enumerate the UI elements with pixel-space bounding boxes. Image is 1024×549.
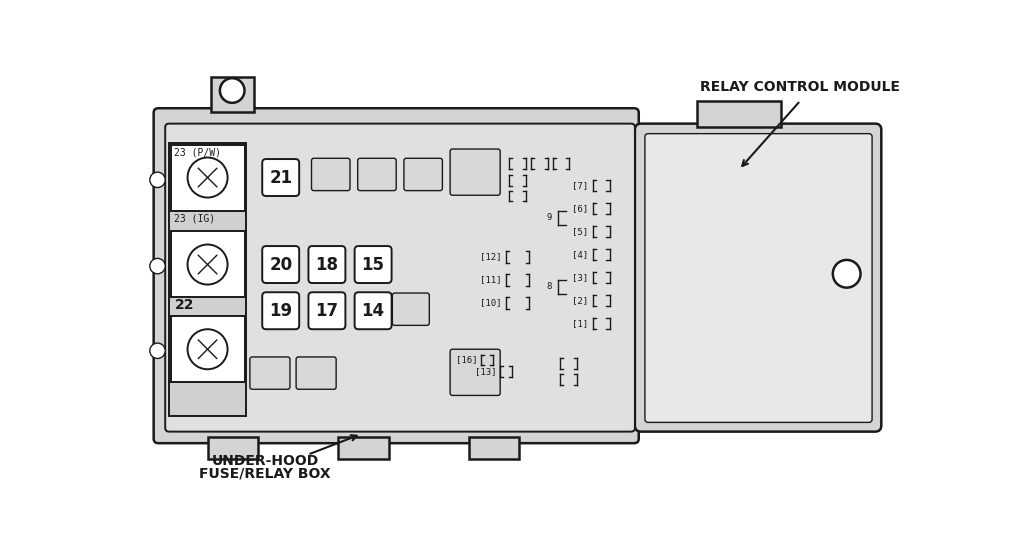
FancyBboxPatch shape bbox=[165, 124, 635, 432]
Circle shape bbox=[187, 244, 227, 284]
FancyBboxPatch shape bbox=[262, 292, 299, 329]
Text: 22: 22 bbox=[174, 298, 194, 312]
Text: RELAY CONTROL MODULE: RELAY CONTROL MODULE bbox=[700, 81, 900, 94]
Text: [12]: [12] bbox=[480, 253, 502, 261]
Text: 9: 9 bbox=[547, 213, 552, 222]
Text: 15: 15 bbox=[361, 255, 385, 273]
Text: [3]: [3] bbox=[571, 273, 588, 282]
Circle shape bbox=[150, 259, 165, 274]
Circle shape bbox=[220, 78, 245, 103]
Text: 19: 19 bbox=[269, 302, 292, 320]
Text: [10]: [10] bbox=[480, 299, 502, 307]
FancyBboxPatch shape bbox=[635, 124, 882, 432]
FancyBboxPatch shape bbox=[392, 293, 429, 326]
Text: [7]: [7] bbox=[571, 181, 588, 190]
FancyBboxPatch shape bbox=[154, 108, 639, 443]
Circle shape bbox=[187, 329, 227, 369]
Text: 20: 20 bbox=[269, 255, 292, 273]
Bar bbox=[211, 77, 254, 112]
FancyBboxPatch shape bbox=[354, 246, 391, 283]
Text: [4]: [4] bbox=[571, 250, 588, 259]
Text: [16]: [16] bbox=[456, 356, 477, 365]
Text: [5]: [5] bbox=[571, 227, 588, 236]
FancyBboxPatch shape bbox=[403, 158, 442, 191]
Bar bbox=[339, 437, 388, 458]
Text: [13]: [13] bbox=[475, 367, 497, 376]
Text: 23 (IG): 23 (IG) bbox=[174, 214, 216, 223]
Circle shape bbox=[150, 343, 165, 358]
Text: 14: 14 bbox=[361, 302, 385, 320]
Text: UNDER-HOOD: UNDER-HOOD bbox=[212, 454, 318, 468]
Circle shape bbox=[150, 172, 165, 188]
FancyBboxPatch shape bbox=[250, 357, 290, 389]
Text: 17: 17 bbox=[315, 302, 339, 320]
Bar bbox=[208, 437, 258, 458]
FancyBboxPatch shape bbox=[451, 349, 500, 395]
FancyBboxPatch shape bbox=[262, 159, 299, 196]
FancyBboxPatch shape bbox=[451, 149, 500, 195]
Bar bbox=[171, 145, 245, 211]
Bar bbox=[171, 232, 245, 297]
Text: [2]: [2] bbox=[571, 296, 588, 305]
Bar bbox=[469, 437, 519, 458]
Text: 8: 8 bbox=[547, 282, 552, 292]
FancyBboxPatch shape bbox=[308, 246, 345, 283]
Text: [11]: [11] bbox=[480, 276, 502, 284]
FancyBboxPatch shape bbox=[645, 133, 872, 422]
Text: FUSE/RELAY BOX: FUSE/RELAY BOX bbox=[200, 467, 331, 481]
Text: 18: 18 bbox=[315, 255, 338, 273]
FancyBboxPatch shape bbox=[354, 292, 391, 329]
Text: [1]: [1] bbox=[571, 320, 588, 328]
Circle shape bbox=[833, 260, 860, 288]
Bar bbox=[169, 143, 246, 416]
FancyBboxPatch shape bbox=[311, 158, 350, 191]
Circle shape bbox=[187, 158, 227, 198]
FancyBboxPatch shape bbox=[308, 292, 345, 329]
FancyBboxPatch shape bbox=[262, 246, 299, 283]
Bar bbox=[171, 316, 245, 382]
Text: 21: 21 bbox=[269, 169, 292, 187]
Text: [6]: [6] bbox=[571, 204, 588, 213]
FancyBboxPatch shape bbox=[296, 357, 336, 389]
Text: 23 (P/W): 23 (P/W) bbox=[174, 147, 221, 157]
FancyBboxPatch shape bbox=[357, 158, 396, 191]
Bar bbox=[696, 100, 781, 127]
